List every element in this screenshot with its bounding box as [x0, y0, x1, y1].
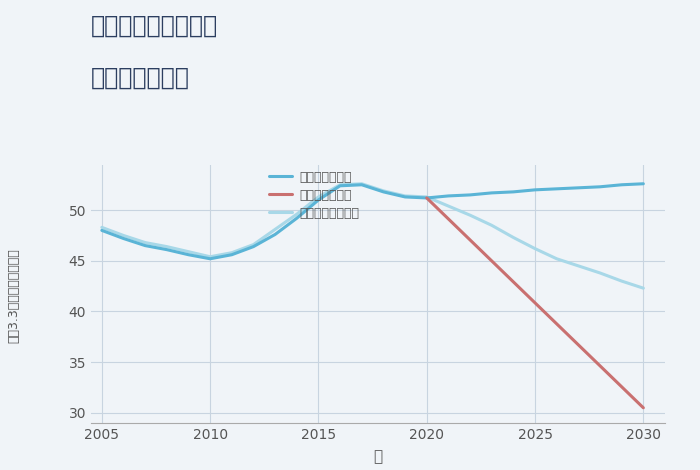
ノーマルシナリオ — [119, 233, 127, 238]
グッドシナリオ — [466, 192, 475, 198]
Text: 兵庫県西宮市名塩の: 兵庫県西宮市名塩の — [91, 14, 218, 38]
ノーマルシナリオ — [466, 212, 475, 218]
ノーマルシナリオ — [162, 244, 171, 250]
グッドシナリオ — [249, 244, 258, 250]
グッドシナリオ — [379, 189, 388, 195]
グッドシナリオ — [617, 182, 626, 188]
ノーマルシナリオ — [574, 263, 582, 269]
グッドシナリオ — [228, 252, 236, 258]
ノーマルシナリオ — [184, 249, 192, 254]
グッドシナリオ — [487, 190, 496, 196]
グッドシナリオ — [293, 215, 301, 221]
グッドシナリオ — [444, 193, 453, 199]
ノーマルシナリオ — [423, 194, 431, 200]
ノーマルシナリオ — [97, 225, 106, 230]
グッドシナリオ — [162, 247, 171, 252]
ノーマルシナリオ — [617, 278, 626, 284]
Legend: グッドシナリオ, バッドシナリオ, ノーマルシナリオ: グッドシナリオ, バッドシナリオ, ノーマルシナリオ — [270, 171, 360, 220]
グッドシナリオ — [119, 235, 127, 241]
グッドシナリオ — [531, 187, 539, 193]
グッドシナリオ — [206, 256, 214, 262]
グッドシナリオ — [141, 243, 149, 249]
ノーマルシナリオ — [358, 181, 366, 187]
ノーマルシナリオ — [531, 246, 539, 251]
グッドシナリオ — [509, 189, 517, 195]
ノーマルシナリオ — [509, 235, 517, 240]
ノーマルシナリオ — [379, 188, 388, 194]
グッドシナリオ — [401, 194, 410, 200]
ノーマルシナリオ — [444, 203, 453, 209]
Text: 土地の価格推移: 土地の価格推移 — [91, 66, 190, 90]
グッドシナリオ — [358, 182, 366, 188]
グッドシナリオ — [336, 183, 344, 188]
グッドシナリオ — [97, 227, 106, 233]
ノーマルシナリオ — [141, 240, 149, 245]
ノーマルシナリオ — [401, 193, 410, 199]
グッドシナリオ — [574, 185, 582, 191]
グッドシナリオ — [596, 184, 604, 189]
ノーマルシナリオ — [206, 254, 214, 259]
ノーマルシナリオ — [639, 285, 648, 291]
ノーマルシナリオ — [228, 250, 236, 256]
Text: 平（3.3㎡）単価（万円）: 平（3.3㎡）単価（万円） — [8, 249, 20, 344]
ノーマルシナリオ — [314, 194, 323, 200]
ノーマルシナリオ — [249, 242, 258, 247]
ノーマルシナリオ — [487, 222, 496, 228]
ノーマルシナリオ — [293, 212, 301, 217]
グッドシナリオ — [271, 232, 279, 237]
グッドシナリオ — [423, 195, 431, 201]
X-axis label: 年: 年 — [373, 449, 383, 464]
グッドシナリオ — [552, 186, 561, 192]
グッドシナリオ — [314, 197, 323, 203]
ノーマルシナリオ — [552, 256, 561, 262]
ノーマルシナリオ — [336, 182, 344, 188]
グッドシナリオ — [184, 252, 192, 258]
ノーマルシナリオ — [596, 270, 604, 276]
グッドシナリオ — [639, 181, 648, 187]
Line: グッドシナリオ: グッドシナリオ — [102, 184, 643, 259]
ノーマルシナリオ — [271, 227, 279, 232]
Line: ノーマルシナリオ: ノーマルシナリオ — [102, 184, 643, 288]
